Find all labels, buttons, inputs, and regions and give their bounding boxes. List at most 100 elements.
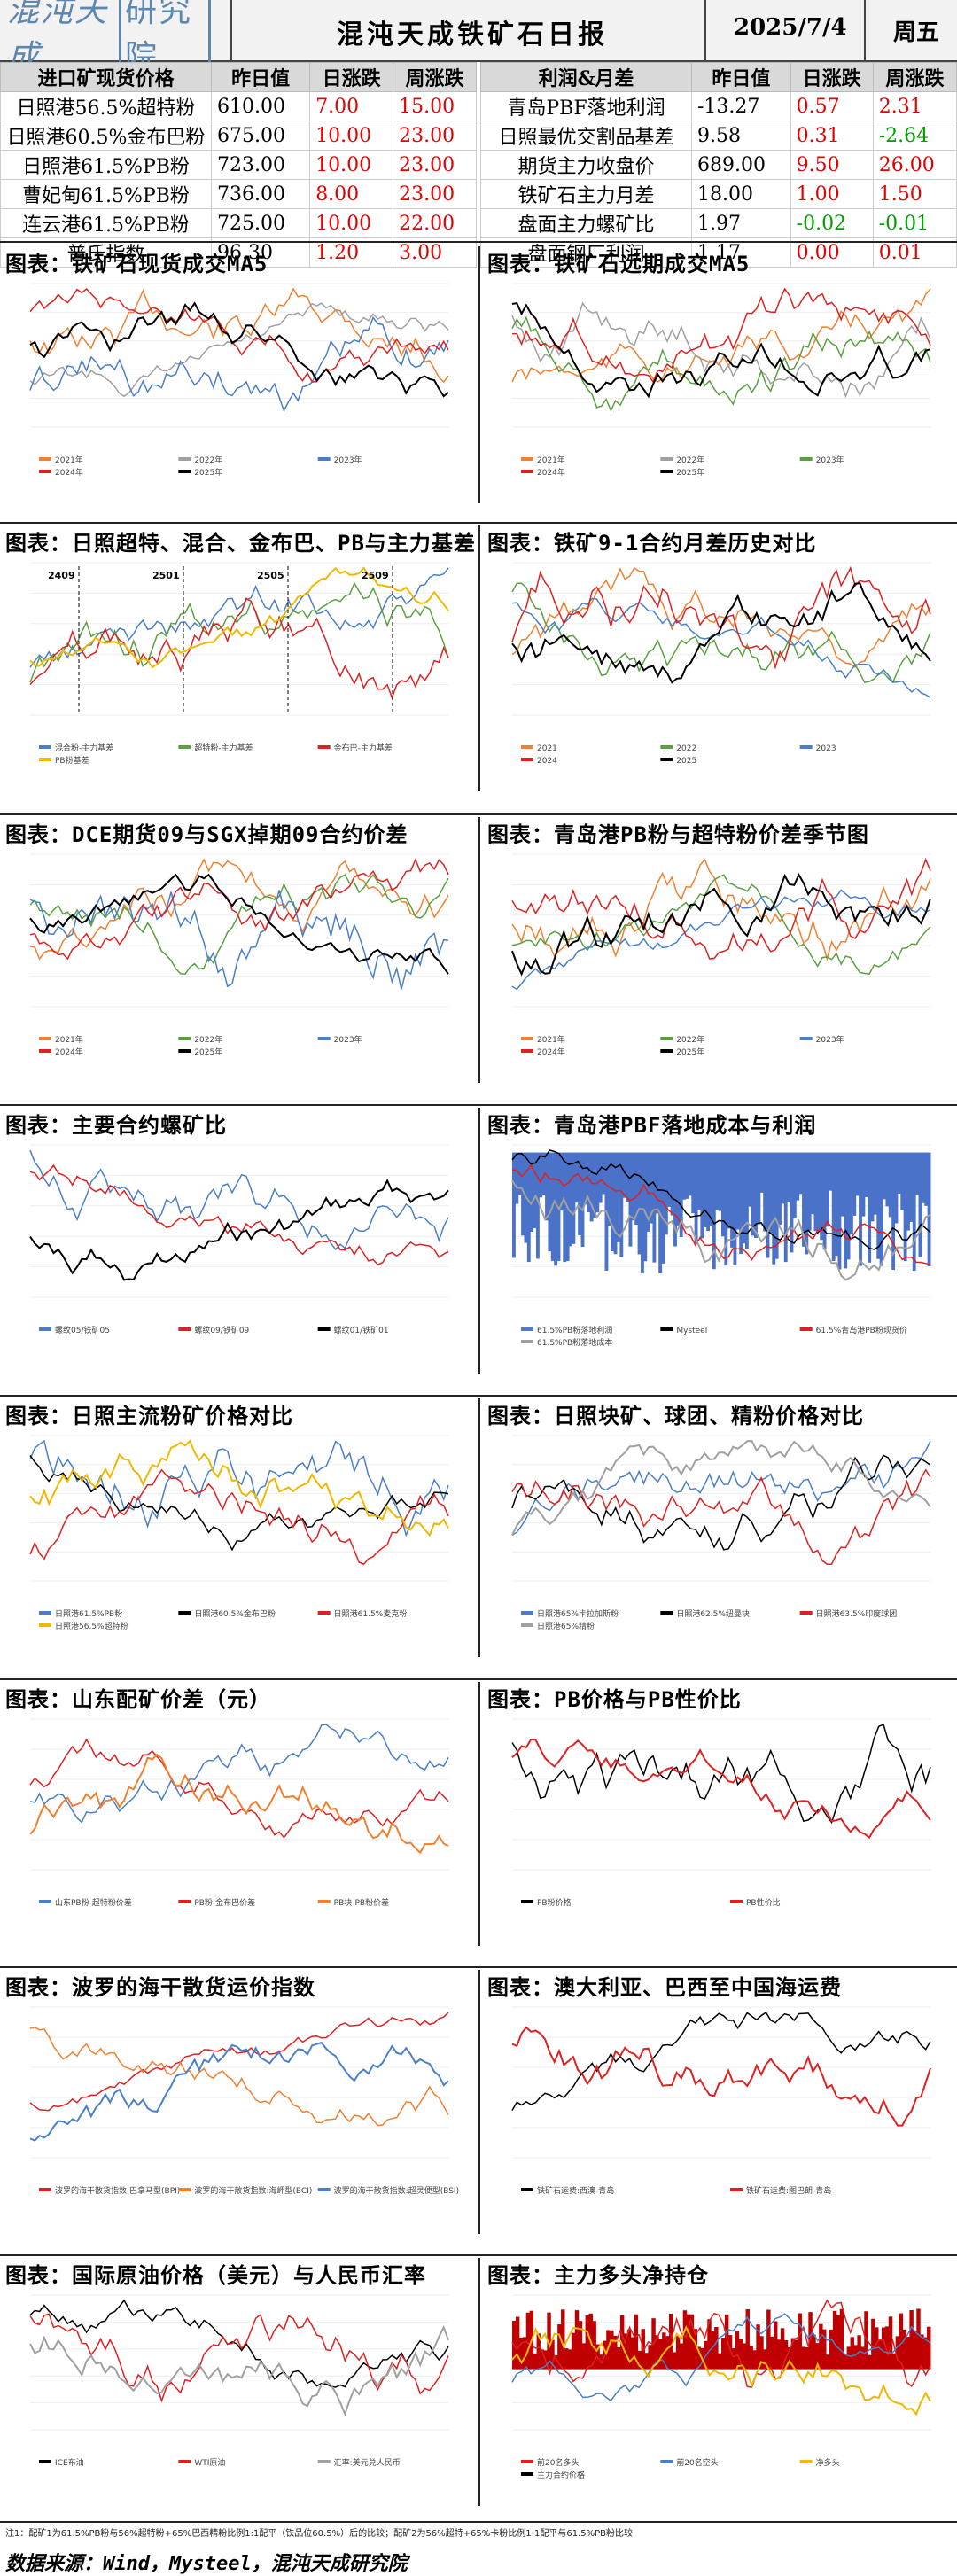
net-long-bar — [745, 2308, 750, 2370]
net-long-bar — [533, 2353, 538, 2370]
row-value: 9.58 — [691, 121, 791, 151]
net-long-bar — [916, 2308, 921, 2370]
row-value: 9.50 — [790, 150, 874, 180]
table-row: 日照港56.5%超特粉 610.00 7.00 15.00 — [0, 91, 477, 121]
series-line — [511, 301, 931, 399]
chart-panel: 2021年 2022年 2023年 2024年 2025年 — [0, 275, 475, 498]
chart-title: 图表：PB价格与PB性价比 — [487, 1687, 742, 1712]
column-divider — [478, 1398, 480, 1657]
series-line — [511, 889, 931, 991]
chart-svg: 2021年 2022年 2023年 2024年 2025年 — [29, 283, 449, 478]
legend-label: 铁矿石运费:西澳-青岛 — [537, 2185, 614, 2196]
net-long-bar — [843, 2354, 848, 2370]
table-header-cell: 日涨跌 — [790, 62, 874, 92]
table-header-cell: 周涨跌 — [872, 62, 957, 92]
logo-main: 混沌天成 — [7, 0, 109, 75]
legend-label: 螺纹01/铁矿01 — [334, 1325, 389, 1335]
legend-label: 汇率:美元兑人民币 — [334, 2457, 401, 2468]
profit-bar — [813, 1152, 818, 1232]
net-long-bar — [776, 2339, 782, 2370]
chart-title: 图表：国际原油价格（美元）与人民币汇率 — [5, 2263, 426, 2288]
contract-label: 2409 — [48, 570, 75, 581]
row-value: 18.00 — [691, 179, 791, 209]
report-title: 混沌天成铁矿石日报 — [337, 19, 608, 51]
profit-bar — [829, 1152, 833, 1191]
legend-label: 螺纹09/铁矿09 — [194, 1325, 249, 1335]
net-long-bar — [623, 2333, 628, 2370]
divider — [0, 2521, 957, 2523]
legend-swatch — [660, 745, 673, 749]
legend-swatch — [178, 1611, 191, 1615]
column-divider — [478, 246, 480, 503]
legend-swatch — [730, 1900, 743, 1903]
legend-label: 2021 — [537, 744, 557, 753]
profit-bar — [619, 1152, 624, 1257]
profit-bar — [802, 1152, 805, 1247]
legend-swatch — [799, 1037, 813, 1040]
series-line — [29, 302, 449, 398]
legend-label: 铁矿石运费:图巴朗-青岛 — [746, 2185, 831, 2196]
profit-bar — [589, 1152, 594, 1222]
legend-swatch — [521, 2472, 533, 2476]
profit-bar — [545, 1152, 549, 1221]
series-line — [29, 1163, 449, 1266]
net-long-bar — [826, 2354, 830, 2370]
series-line — [29, 567, 449, 668]
net-long-bar — [696, 2346, 701, 2370]
legend-swatch — [39, 457, 51, 461]
row-value: 2.31 — [872, 91, 957, 121]
legend-label: 螺纹05/铁矿05 — [55, 1325, 110, 1335]
profit-bar — [700, 1152, 704, 1239]
series-line — [511, 597, 931, 699]
series-line — [29, 581, 449, 683]
legend-swatch — [39, 1037, 51, 1040]
profit-bar — [709, 1152, 713, 1226]
profit-bar — [903, 1152, 907, 1262]
legend-swatch — [178, 1900, 191, 1903]
net-long-bar — [658, 2339, 663, 2370]
profit-bar — [539, 1152, 543, 1198]
legend-swatch — [660, 457, 673, 461]
profit-bar — [727, 1152, 731, 1229]
series-line — [511, 2299, 931, 2388]
legend-label: 2022年 — [676, 455, 704, 465]
table-row: 日照最优交割品基差 9.58 0.31 -2.64 — [480, 121, 957, 151]
legend-label: 2023 — [816, 744, 836, 753]
chart-panel: 2021年 2022年 2023年 2024年 2025年 — [482, 845, 957, 1078]
chart-title: 图表：DCE期货09与SGX掉期09合约价差 — [5, 822, 408, 847]
net-long-bar — [735, 2331, 740, 2370]
series-line — [511, 1454, 931, 1551]
series-line — [29, 2313, 449, 2403]
profit-bar — [602, 1152, 606, 1195]
chart-panel: 2021年 2022年 2023年 2024年 2025年 — [0, 845, 475, 1078]
chart-panel: 2409 2501 2505 2509 混合粉-主力基差 超特粉-主力基差 金布巴-主力基差… — [0, 554, 475, 786]
legend-swatch — [521, 1611, 533, 1615]
legend-swatch — [799, 1611, 813, 1615]
net-long-bar — [707, 2319, 712, 2370]
profit-bar — [578, 1152, 582, 1235]
profit-bar — [691, 1152, 696, 1214]
profit-bar — [748, 1152, 752, 1207]
profit-bar — [873, 1152, 877, 1215]
profit-bar — [852, 1152, 857, 1216]
series-line — [29, 566, 449, 669]
chart-panel: 前20名多头 前20名空头 净多头 主力合约价格 — [482, 2286, 957, 2501]
row-value: 736.00 — [210, 179, 311, 209]
series-line — [29, 874, 449, 975]
series-line — [29, 597, 449, 700]
profit-bar — [730, 1152, 734, 1248]
series-line — [29, 1454, 449, 1552]
net-long-bar — [829, 2329, 834, 2370]
divider — [0, 1104, 957, 1106]
profit-bar — [535, 1152, 540, 1259]
legend-label: 2025年 — [194, 1047, 222, 1057]
profit-bar — [891, 1152, 896, 1271]
contract-label: 2501 — [152, 570, 180, 581]
report-weekday: 周五 — [893, 19, 940, 46]
profit-bar — [613, 1152, 618, 1255]
column-divider — [478, 525, 480, 791]
net-long-bar — [871, 2318, 875, 2370]
profit-bar — [679, 1152, 683, 1238]
profit-bar — [637, 1152, 642, 1255]
profit-bar — [805, 1152, 809, 1255]
